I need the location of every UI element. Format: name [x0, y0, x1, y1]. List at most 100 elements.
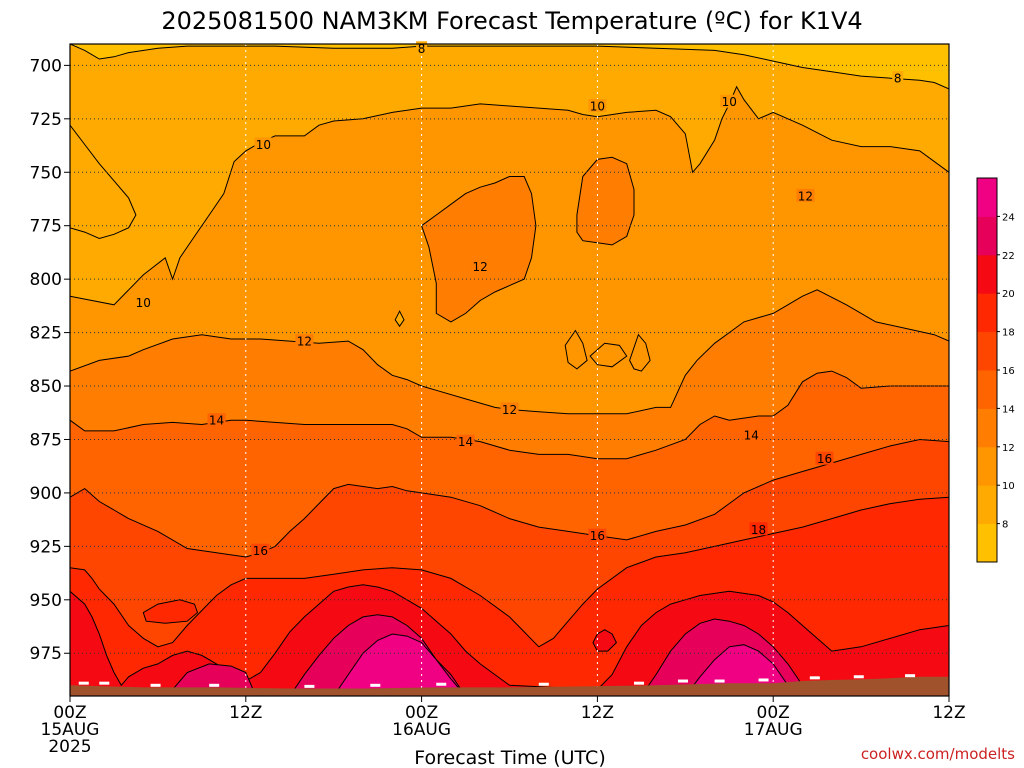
contour-label: 10: [588, 98, 607, 113]
colorbar-segment: [977, 331, 997, 371]
colorbar-segment: [977, 293, 997, 333]
contour-label-text: 12: [502, 403, 517, 417]
colorbar-label: 12: [1002, 443, 1015, 454]
temperature-field: [70, 44, 949, 696]
y-tick-label: 825: [30, 324, 62, 344]
y-tick-label: 950: [30, 591, 62, 611]
ground-snow-mark: [150, 683, 161, 687]
contour-label-text: 8: [894, 72, 902, 86]
contour-label-bg: [588, 98, 607, 112]
contour-label: 14: [207, 413, 226, 428]
contour-label: 12: [471, 259, 490, 274]
colorbar-segment: [977, 216, 997, 256]
contour-label-bg: [500, 402, 519, 416]
y-tick-label: 750: [30, 163, 62, 183]
grid-lines: [70, 44, 949, 696]
temperature-band-24: [70, 634, 949, 696]
contour-label: 12: [796, 188, 815, 203]
ground-snow-mark: [634, 681, 645, 685]
contour-label-text: 12: [297, 335, 312, 349]
y-tick-label: 925: [30, 537, 62, 557]
contour-label-text: 16: [817, 452, 832, 466]
contour-line-24: [70, 633, 949, 696]
warm-pocket-4: [592, 629, 618, 652]
x-tick-label: 16AUG: [392, 720, 451, 740]
contour-label: 16: [815, 451, 834, 466]
colorbar-label: 18: [1002, 328, 1015, 339]
contour-label-bg: [471, 259, 490, 273]
ground-surface: [70, 674, 949, 696]
colorbar-segment: [977, 254, 997, 294]
colorbar-segment: [977, 485, 997, 525]
colorbar-segment: [977, 370, 997, 409]
contour-line-18: [70, 496, 949, 648]
contour-label: 14: [742, 428, 761, 443]
ground-snow-mark: [99, 681, 110, 685]
contour-label-text: 16: [590, 529, 605, 543]
contour-label: 16: [251, 543, 270, 558]
contour-line-10: [70, 85, 949, 306]
warm-pocket-0: [421, 176, 537, 323]
x-tick-label: 12Z: [581, 703, 614, 723]
contour-line-8: [70, 44, 949, 90]
colorbar-segment: [977, 408, 997, 448]
temperature-band-6: [70, 44, 949, 89]
x-tick-label: 12Z: [229, 703, 262, 723]
colorbar-segment: [977, 446, 997, 486]
y-tick-label: 875: [30, 430, 62, 450]
contour-label: 10: [134, 295, 153, 310]
colorbar-segment: [977, 178, 997, 217]
ground-snow-mark: [436, 682, 447, 686]
contour-label-bg: [720, 94, 739, 108]
y-tick-label: 800: [30, 270, 62, 290]
x-tick-label: 15AUG: [41, 720, 100, 740]
colorbar-legend: 8 10 12 14 16 18 20 22 24: [976, 177, 1015, 563]
contour-label-text: 14: [744, 429, 759, 443]
y-tick-label: 900: [30, 484, 62, 504]
contour-label: 10: [254, 137, 273, 152]
ground-snow-mark: [78, 681, 89, 685]
ground-snow-mark: [304, 684, 315, 688]
contour-label-text: 12: [798, 189, 813, 203]
contour-label-text: 10: [136, 296, 151, 310]
colorbar-label: 22: [1002, 251, 1015, 262]
x-tick-label: 00Z: [757, 703, 790, 723]
ground-snow-mark: [370, 683, 381, 687]
contour-labels: 8 8 10 10 10 10 12 12 12 12 14 14 14 16 16 16 18: [134, 41, 904, 558]
ground-snow-mark: [809, 676, 820, 680]
contour-label-bg: [749, 522, 768, 536]
contour-line-12: [70, 289, 949, 415]
colorbar-label: 14: [1002, 404, 1015, 415]
credit-text: coolwx.com/modelts: [861, 745, 1015, 763]
contour-label-bg: [892, 71, 904, 85]
x-axis-label: Forecast Time (UTC): [414, 747, 605, 768]
contour-label-bg: [796, 188, 815, 202]
cool-pocket-1: [564, 329, 588, 370]
contour-label-text: 18: [751, 523, 766, 537]
ground-snow-mark: [758, 678, 769, 682]
ground-fill: [70, 676, 949, 696]
contour-label-bg: [456, 434, 475, 448]
contour-label-bg: [251, 543, 270, 557]
y-tick-label: 975: [30, 644, 62, 664]
cool-pocket-2: [589, 342, 628, 368]
contour-label: 10: [720, 94, 739, 109]
contour-label-text: 16: [253, 544, 268, 558]
colorbar-label: 24: [1002, 212, 1015, 223]
colorbar-label: 10: [1002, 481, 1015, 492]
colorbar-segment: [977, 523, 997, 563]
contour-label-text: 8: [418, 42, 426, 56]
contour-label-text: 14: [209, 414, 224, 428]
cool-pocket-4: [394, 310, 405, 328]
ground-snow-mark: [905, 674, 916, 678]
chart-title: 2025081500 NAM3KM Forecast Temperature (…: [161, 7, 862, 35]
colorbar-label: 16: [1002, 366, 1015, 377]
ground-snow-mark: [853, 675, 864, 679]
colorbar-label: 8: [1002, 520, 1008, 531]
x-tick-label: 17AUG: [744, 720, 803, 740]
contour-label: 16: [588, 528, 607, 543]
contour-label-text: 10: [256, 138, 271, 152]
contour-label: 12: [295, 334, 314, 349]
